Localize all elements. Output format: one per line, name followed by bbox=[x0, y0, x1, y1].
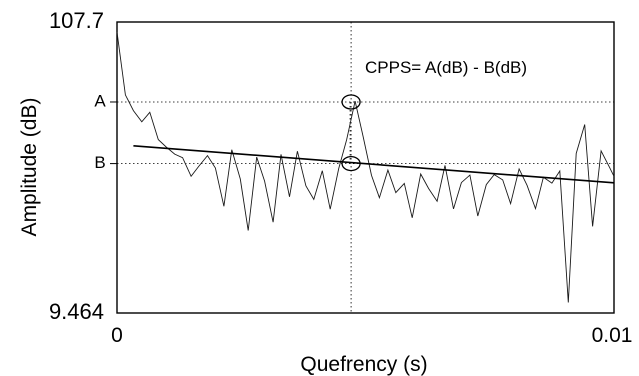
x-tick-label-min: 0 bbox=[111, 324, 123, 347]
series-layer bbox=[116, 32, 615, 303]
marker-label-a: A bbox=[94, 91, 106, 110]
y-axis-title: Amplitude (dB) bbox=[18, 98, 41, 237]
cpps-annotation: CPPS= A(dB) - B(dB) bbox=[365, 58, 527, 77]
peak-ellipse-b bbox=[341, 155, 361, 172]
regression-line bbox=[133, 145, 615, 184]
plot-frame bbox=[116, 21, 615, 314]
cepstrum-series-line bbox=[116, 32, 615, 303]
y-tick-label-max: 107.7 bbox=[49, 8, 104, 33]
x-axis-title: Quefrency (s) bbox=[300, 353, 427, 376]
y-tick-label-min: 9.464 bbox=[49, 299, 104, 324]
marker-label-b: B bbox=[94, 153, 105, 172]
x-tick-label-max: 0.01 bbox=[592, 324, 633, 347]
peak-ellipse-a bbox=[341, 94, 361, 110]
